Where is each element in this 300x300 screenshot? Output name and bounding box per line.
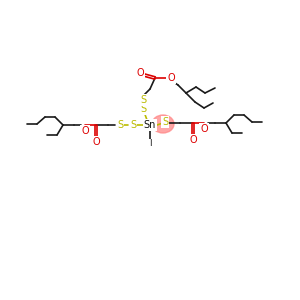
Text: O: O	[167, 73, 175, 83]
Text: S: S	[140, 104, 146, 114]
Text: Sn: Sn	[144, 120, 156, 130]
Text: S: S	[140, 95, 146, 105]
Text: O: O	[81, 126, 89, 136]
Text: S: S	[162, 117, 168, 127]
Text: O: O	[200, 124, 208, 134]
Text: O: O	[92, 137, 100, 147]
Text: S: S	[117, 120, 123, 130]
Text: O: O	[136, 68, 144, 78]
Ellipse shape	[152, 115, 174, 133]
Text: I: I	[149, 140, 151, 148]
Text: S: S	[130, 120, 136, 130]
Text: O: O	[189, 135, 197, 145]
